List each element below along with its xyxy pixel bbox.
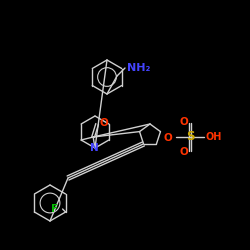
Text: OH: OH — [205, 132, 222, 142]
Text: F: F — [52, 204, 59, 214]
Text: S: S — [186, 130, 194, 143]
Text: N: N — [90, 143, 98, 153]
Text: NH₂: NH₂ — [127, 63, 150, 73]
Text: O: O — [179, 147, 188, 157]
Text: O: O — [179, 117, 188, 127]
Text: O: O — [164, 133, 172, 143]
Text: O: O — [99, 118, 108, 128]
